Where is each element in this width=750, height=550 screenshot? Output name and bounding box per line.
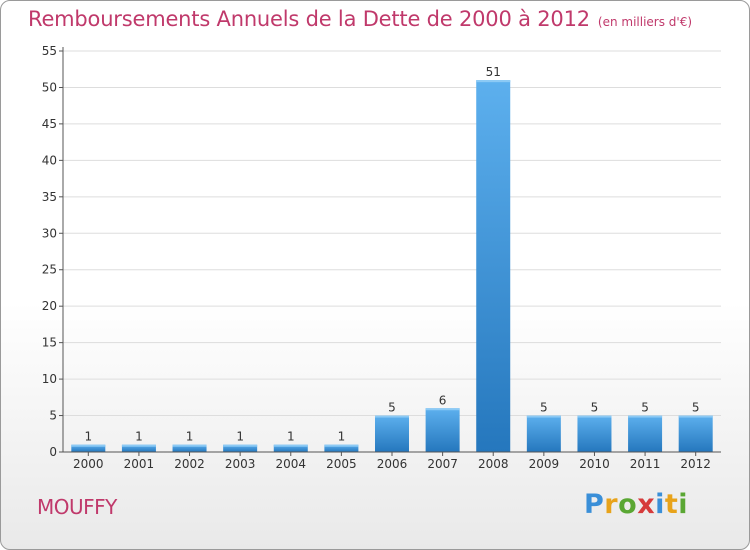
y-tick-label: 15 xyxy=(42,336,57,350)
bar-highlight xyxy=(375,415,409,418)
y-tick-label: 0 xyxy=(49,445,57,459)
chart-title-text: Remboursements Annuels de la Dette de 20… xyxy=(28,7,590,31)
commune-name: MOUFFY xyxy=(37,495,117,519)
bar-highlight xyxy=(577,415,612,418)
x-tick-label: 2001 xyxy=(124,457,155,471)
logo-letter: i xyxy=(655,489,665,520)
y-tick-label: 5 xyxy=(49,409,57,423)
data-label: 1 xyxy=(186,430,194,444)
logo-letter: r xyxy=(604,489,619,520)
bar-highlight xyxy=(425,408,460,411)
y-tick-label: 20 xyxy=(42,299,57,313)
x-tick-label: 2008 xyxy=(478,457,509,471)
x-tick-label: 2011 xyxy=(630,457,661,471)
logo-letter: x xyxy=(637,489,656,520)
data-label: 5 xyxy=(641,401,649,415)
x-tick-label: 2009 xyxy=(529,457,560,471)
bar-highlight xyxy=(273,444,308,447)
data-label: 5 xyxy=(540,401,548,415)
labels: 0510152025303540455055120001200112002120… xyxy=(42,44,711,471)
chart-unit: (en milliers d'€) xyxy=(597,15,693,29)
x-tick-label: 2004 xyxy=(275,457,306,471)
bar-highlight xyxy=(71,444,106,447)
bar xyxy=(628,415,663,452)
bar xyxy=(71,444,106,452)
x-tick-label: 2005 xyxy=(326,457,357,471)
bar xyxy=(172,444,207,452)
data-label: 1 xyxy=(236,430,244,444)
proxiti-logo: Proxiti xyxy=(584,489,688,520)
y-tick-label: 25 xyxy=(42,263,57,277)
bar-highlight xyxy=(223,444,258,447)
bar-highlight xyxy=(678,415,713,418)
y-tick-label: 55 xyxy=(42,44,57,58)
bar xyxy=(121,444,156,452)
logo-letter: P xyxy=(584,489,605,520)
data-label: 5 xyxy=(692,401,700,415)
bar xyxy=(577,415,612,452)
x-tick-label: 2006 xyxy=(377,457,408,471)
data-label: 1 xyxy=(135,430,143,444)
data-label: 1 xyxy=(338,430,346,444)
chart-title: Remboursements Annuels de la Dette de 20… xyxy=(28,7,692,31)
y-tick-label: 40 xyxy=(42,153,57,167)
bar-highlight xyxy=(172,444,207,447)
bar xyxy=(526,415,561,452)
data-label: 51 xyxy=(486,65,501,79)
x-tick-label: 2012 xyxy=(680,457,711,471)
x-tick-label: 2002 xyxy=(174,457,205,471)
logo-letter: o xyxy=(618,489,638,520)
data-label: 1 xyxy=(84,430,92,444)
data-label: 6 xyxy=(439,393,447,407)
x-tick-label: 2007 xyxy=(427,457,458,471)
y-tick-label: 35 xyxy=(42,190,57,204)
bar xyxy=(476,80,511,452)
logo-letter: i xyxy=(678,489,689,520)
logo-letter: t xyxy=(664,489,679,520)
bar-highlight xyxy=(476,80,511,83)
bar xyxy=(425,408,460,452)
bar xyxy=(273,444,308,452)
bar xyxy=(324,444,359,452)
bar-highlight xyxy=(526,415,561,418)
y-tick-label: 45 xyxy=(42,117,57,131)
bar-highlight xyxy=(628,415,663,418)
data-label: 1 xyxy=(287,430,295,444)
bar xyxy=(223,444,258,452)
axes xyxy=(59,47,721,456)
bar xyxy=(678,415,713,452)
x-tick-label: 2000 xyxy=(73,457,104,471)
bar-highlight xyxy=(324,444,359,447)
x-tick-label: 2003 xyxy=(225,457,256,471)
y-tick-label: 50 xyxy=(42,80,57,94)
bar xyxy=(375,415,409,452)
bars xyxy=(71,80,713,452)
x-tick-label: 2010 xyxy=(579,457,610,471)
y-tick-label: 10 xyxy=(42,372,57,386)
bar-highlight xyxy=(121,444,156,447)
data-label: 5 xyxy=(591,401,599,415)
y-tick-label: 30 xyxy=(42,226,57,240)
data-label: 5 xyxy=(388,401,396,415)
grid-lines xyxy=(63,50,721,417)
